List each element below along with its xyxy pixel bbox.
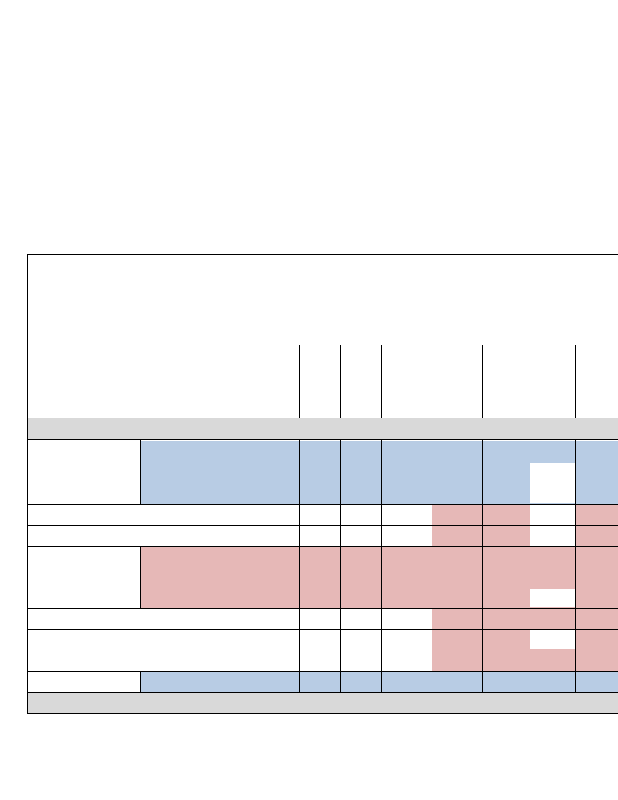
header-col-divider-1: [299, 345, 300, 418]
gray-band-top: [28, 418, 618, 440]
table-border-bottom: [27, 713, 618, 714]
row-divider-5: [28, 608, 618, 609]
row-6-white-notch: [530, 630, 575, 649]
row-4-white-notch: [530, 589, 575, 607]
header-col-divider-4: [482, 345, 483, 418]
row-divider-8: [28, 692, 618, 693]
row-1-white-notch: [530, 463, 575, 503]
row-2-red-fill-b: [576, 505, 618, 525]
header-col-divider-3: [381, 345, 382, 418]
table-border-top: [27, 254, 618, 255]
body-col-divider-2: [340, 439, 341, 692]
col-divider-label-row7: [140, 671, 141, 693]
row-divider-1: [28, 439, 618, 440]
row-5-red-fill: [432, 609, 618, 629]
body-col-divider-3: [381, 439, 382, 692]
row-7-blue-fill: [140, 672, 618, 692]
row-divider-2: [28, 504, 618, 505]
row-divider-6: [28, 629, 618, 630]
body-col-divider-4: [482, 439, 483, 692]
body-col-divider-5: [575, 439, 576, 692]
row-3-red-fill-b: [576, 526, 618, 546]
data-table: [27, 254, 618, 714]
row-6-red-fill: [432, 630, 618, 671]
col-divider-label-row1: [140, 439, 141, 505]
row-divider-4: [28, 546, 618, 547]
row-2-red-fill-a: [432, 505, 530, 525]
row-divider-7: [28, 671, 618, 672]
row-divider-3: [28, 525, 618, 526]
gray-band-bottom: [28, 692, 618, 714]
table-border-left: [27, 254, 28, 714]
header-col-divider-2: [340, 345, 341, 418]
col-divider-label-row4: [140, 546, 141, 609]
row-3-red-fill-a: [432, 526, 530, 546]
body-col-divider-1: [299, 439, 300, 692]
header-col-divider-5: [575, 345, 576, 418]
